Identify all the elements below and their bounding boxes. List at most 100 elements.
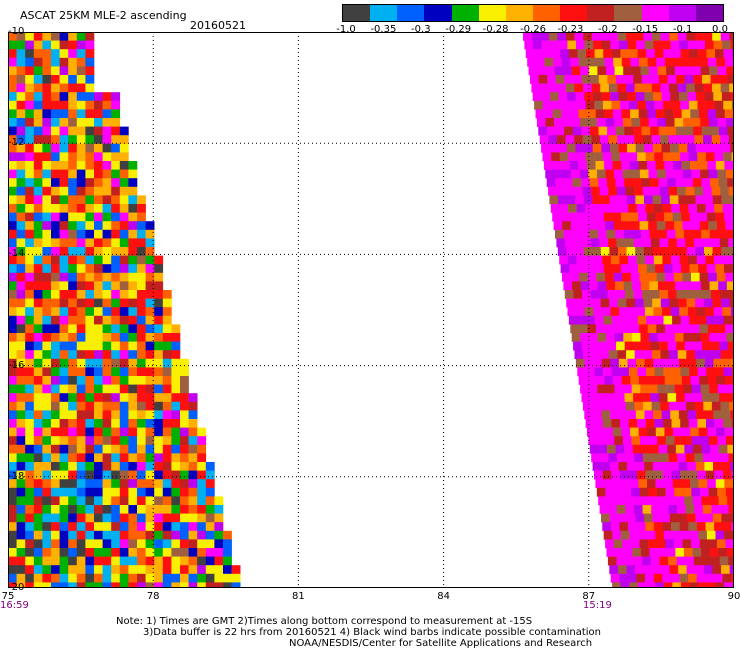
swath-cell — [654, 367, 664, 377]
swath-cell — [137, 487, 146, 497]
swath-cell — [33, 539, 43, 549]
swath-cell — [655, 479, 665, 489]
swath-cell — [695, 195, 705, 205]
swath-cell — [223, 565, 232, 575]
swath-cell — [613, 272, 623, 282]
swath-cell — [537, 66, 547, 76]
swath-cell — [214, 556, 224, 566]
swath-cell — [188, 410, 198, 420]
swath-cell — [725, 169, 734, 179]
swath-cell — [681, 109, 691, 119]
swath-cell — [718, 229, 728, 239]
swath-cell — [68, 264, 78, 274]
swath-cell — [686, 83, 696, 93]
swath-cell — [145, 470, 155, 480]
swath-cell — [33, 487, 43, 497]
swath-cell — [652, 298, 662, 308]
swath-cell — [563, 178, 573, 188]
swath-cell — [698, 109, 708, 119]
swath-cell — [102, 178, 112, 188]
swath-cell — [42, 212, 52, 222]
swath-cell — [717, 118, 727, 127]
swath-cell — [119, 401, 129, 411]
swath-cell — [154, 350, 164, 360]
swath-cell — [119, 126, 129, 136]
swath-cell — [42, 530, 52, 540]
swath-cell — [714, 204, 724, 213]
swath-cell — [571, 66, 581, 76]
swath-cell — [145, 401, 155, 411]
swath-cell — [8, 479, 17, 489]
swath-cell — [585, 100, 595, 110]
swath-cell — [541, 40, 551, 50]
swath-cell — [560, 49, 570, 59]
swath-cell — [580, 281, 590, 291]
swath-cell — [621, 479, 631, 489]
swath-cell — [679, 40, 689, 50]
swath-cell — [137, 479, 146, 489]
swath-cell — [197, 530, 207, 540]
swath-cell — [180, 479, 189, 489]
swath-cell — [592, 462, 602, 471]
swath-cell — [597, 384, 607, 394]
swath-cell — [205, 539, 215, 549]
swath-cell — [119, 350, 129, 360]
swath-cell — [111, 436, 121, 446]
swath-cell — [102, 384, 112, 394]
swath-cell — [162, 333, 172, 342]
swath-cell — [137, 212, 146, 222]
swath-cell — [601, 92, 611, 102]
swath-cell — [713, 462, 722, 471]
swath-cell — [713, 307, 723, 317]
swath-cell — [33, 384, 43, 394]
swath-cell — [574, 350, 584, 360]
swath-cell — [542, 152, 552, 162]
swath-cell — [713, 40, 723, 50]
swath-cell — [25, 470, 35, 480]
swath-cell — [171, 333, 181, 342]
swath-cell — [137, 582, 146, 588]
swath-cell — [8, 255, 17, 265]
swath-cell — [16, 341, 26, 351]
swath-cell — [690, 324, 700, 334]
swath-cell — [76, 212, 86, 222]
swath-cell — [205, 505, 215, 514]
swath-cell — [85, 290, 95, 299]
swath-cell — [188, 530, 198, 540]
swath-cell — [137, 513, 146, 523]
swath-cell — [102, 470, 112, 480]
swath-cell — [119, 333, 129, 342]
swath-cell — [567, 40, 577, 50]
swath-cell — [94, 152, 103, 162]
swath-cell — [683, 333, 693, 342]
swath-cell — [59, 109, 69, 119]
swath-cell — [85, 143, 95, 153]
swath-cell — [627, 573, 637, 583]
swath-cell — [16, 75, 26, 84]
swath-cell — [8, 513, 17, 523]
swath-cell — [716, 539, 726, 549]
swath-cell — [600, 83, 610, 93]
swath-cell — [596, 487, 606, 497]
swath-cell — [16, 66, 26, 76]
swath-cell — [715, 479, 725, 489]
swath-cell — [102, 350, 112, 360]
swath-cell — [685, 186, 695, 196]
swath-cell — [154, 453, 164, 463]
swath-cell — [544, 109, 553, 119]
swath-cell — [16, 118, 26, 127]
swath-cell — [627, 462, 636, 471]
swath-cell — [8, 565, 17, 575]
swath-cell — [51, 255, 60, 265]
swath-cell — [154, 410, 164, 420]
swath-cell — [702, 186, 712, 196]
swath-cell — [68, 410, 78, 420]
swath-cell — [162, 530, 172, 540]
swath-cell — [622, 436, 632, 446]
swath-cell — [145, 530, 155, 540]
swath-cell — [25, 419, 35, 428]
swath-cell — [534, 100, 543, 110]
swath-cell — [566, 298, 576, 308]
swath-cell — [613, 57, 623, 67]
swath-cell — [713, 92, 723, 102]
